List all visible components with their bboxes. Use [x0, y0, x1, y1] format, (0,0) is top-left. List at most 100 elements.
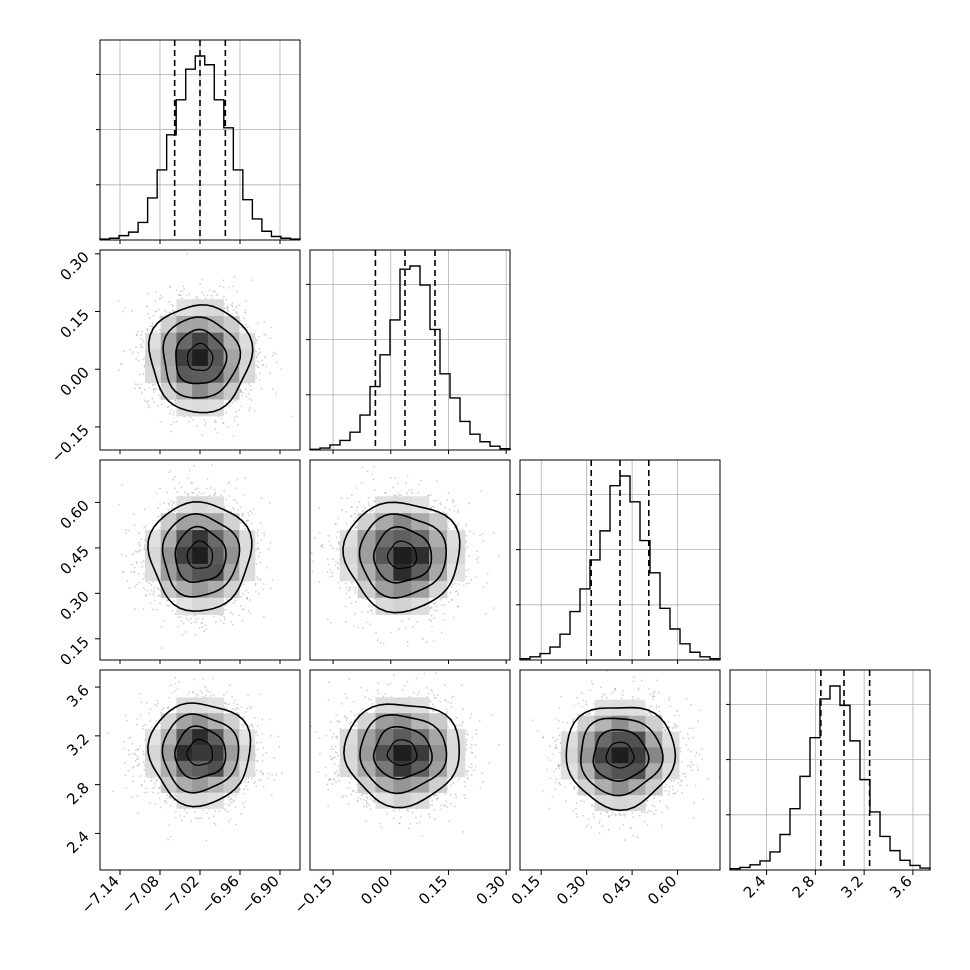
sample-point [171, 610, 174, 612]
sample-point [263, 534, 266, 537]
panel-background [310, 250, 510, 450]
sample-point [227, 399, 230, 402]
density-cell [192, 315, 209, 333]
sample-point [138, 550, 141, 553]
sample-point [196, 297, 199, 300]
sample-point [245, 589, 248, 592]
sample-point [167, 604, 170, 607]
density-cell [192, 332, 209, 350]
sample-point [157, 588, 160, 591]
sample-point [146, 328, 149, 330]
sample-point [199, 282, 202, 285]
sample-point [141, 346, 144, 348]
sample-point [233, 508, 235, 511]
sample-point [146, 581, 148, 583]
sample-point [190, 617, 192, 620]
sample-point [143, 539, 146, 541]
sample-point [255, 590, 257, 593]
sample-point [263, 532, 265, 535]
sample-point [188, 469, 191, 472]
sample-point [160, 626, 163, 628]
sample-point [225, 498, 228, 501]
sample-point [180, 486, 183, 488]
sample-point [146, 589, 149, 592]
sample-point [168, 502, 170, 505]
sample-point [215, 421, 217, 423]
sample-point [245, 323, 248, 326]
sample-point [187, 420, 190, 423]
sample-point [135, 562, 138, 565]
sample-point [241, 394, 244, 397]
sample-point [216, 293, 219, 295]
density-cell [176, 315, 193, 333]
sample-point [180, 294, 182, 297]
sample-point [153, 388, 156, 391]
scatter-panel-1-0 [99, 249, 301, 451]
sample-point [170, 430, 173, 433]
sample-point [263, 356, 266, 359]
sample-point [170, 408, 173, 411]
sample-point [170, 423, 172, 426]
sample-point [140, 538, 142, 541]
sample-point [213, 421, 216, 424]
sample-point [240, 389, 243, 392]
sample-point [184, 614, 187, 617]
sample-point [121, 571, 124, 574]
sample-point [120, 362, 123, 365]
sample-point [164, 314, 167, 316]
sample-point [227, 482, 230, 484]
sample-point [146, 329, 149, 332]
density-cell [176, 299, 193, 317]
sample-point [172, 421, 175, 424]
sample-point [230, 510, 233, 513]
sample-point [166, 599, 168, 602]
sample-point [170, 499, 173, 502]
sample-point [157, 587, 159, 590]
sample-point [216, 431, 219, 434]
sample-point [232, 498, 235, 501]
sample-point [236, 312, 239, 314]
sample-point [169, 470, 172, 472]
sample-point [154, 388, 157, 391]
sample-point [141, 566, 144, 568]
sample-point [168, 301, 171, 303]
sample-point [159, 294, 162, 297]
sample-point [244, 309, 247, 312]
sample-point [254, 582, 257, 585]
sample-point [263, 333, 266, 335]
sample-point [206, 478, 209, 480]
sample-point [134, 550, 137, 553]
sample-point [222, 422, 225, 425]
sample-point [204, 297, 207, 300]
sample-point [239, 320, 242, 322]
sample-point [238, 409, 241, 411]
sample-point [163, 502, 166, 505]
sample-point [151, 324, 154, 327]
sample-point [280, 368, 283, 371]
sample-point [252, 507, 255, 510]
sample-point [133, 387, 136, 390]
sample-point [145, 401, 148, 404]
sample-point [178, 294, 181, 297]
sample-point [147, 404, 150, 407]
sample-point [204, 421, 207, 424]
sample-point [172, 478, 174, 481]
contour-level [147, 304, 254, 414]
sample-point [146, 305, 149, 308]
sample-point [220, 494, 222, 496]
panel-background [730, 670, 930, 870]
sample-point [257, 352, 260, 355]
sample-point [212, 290, 215, 293]
density-cell [223, 349, 240, 367]
sample-point [269, 541, 272, 544]
sample-point [262, 615, 265, 618]
sample-point [241, 608, 243, 611]
sample-point [235, 306, 238, 309]
sample-point [139, 373, 141, 376]
sample-point [231, 613, 234, 615]
sample-point [144, 593, 147, 596]
sample-point [159, 316, 161, 319]
sample-point [223, 618, 226, 621]
sample-point [254, 342, 257, 345]
sample-point [262, 364, 265, 366]
